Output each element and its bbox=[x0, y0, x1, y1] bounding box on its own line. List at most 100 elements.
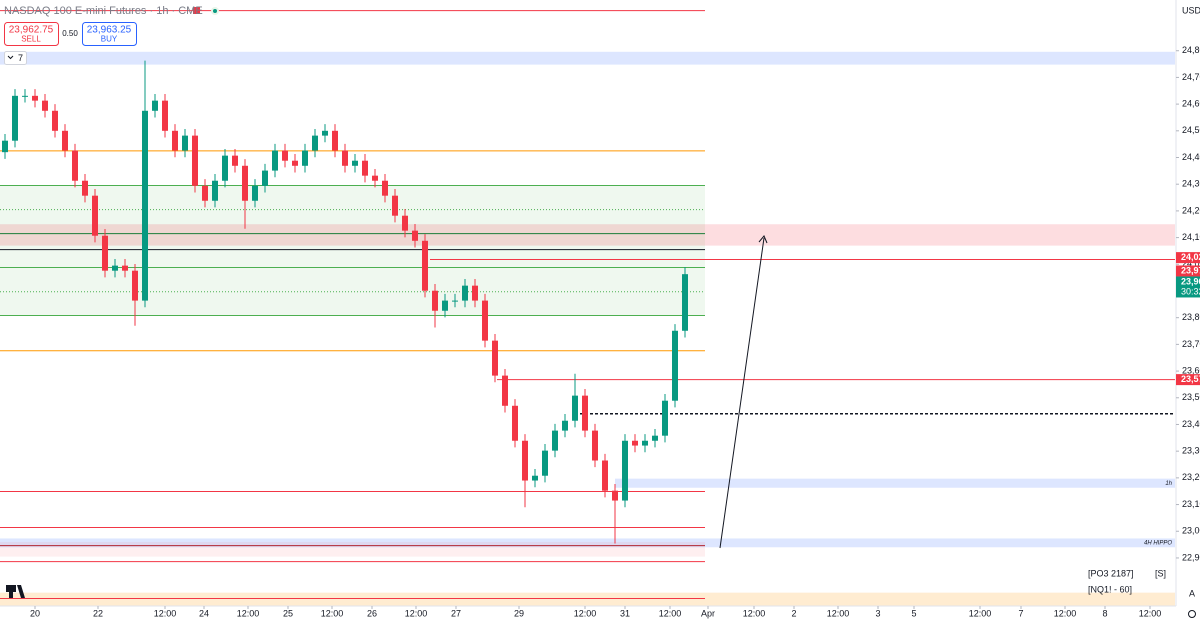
zone bbox=[0, 541, 705, 557]
x-tick-label: 31 bbox=[620, 608, 630, 618]
x-tick-label: 8 bbox=[1102, 608, 1107, 618]
candle-body bbox=[492, 340, 498, 376]
time-axis-bg bbox=[0, 606, 1200, 623]
y-tick-label: 23,600 bbox=[1182, 365, 1200, 375]
arrow-head bbox=[758, 235, 768, 244]
y-tick-label: 22,900 bbox=[1182, 552, 1200, 562]
x-tick-label: 5 bbox=[911, 608, 916, 618]
candle-body bbox=[92, 195, 98, 236]
candle-body bbox=[42, 100, 48, 111]
x-tick-label: 27 bbox=[451, 608, 461, 618]
chevron bbox=[7, 55, 14, 60]
price-tag bbox=[1176, 374, 1200, 386]
candle-body bbox=[312, 135, 318, 151]
candle-body bbox=[102, 235, 108, 271]
spread: 0.50 bbox=[62, 29, 78, 38]
zone bbox=[0, 538, 1175, 548]
candle-body bbox=[172, 130, 178, 151]
candle-body bbox=[462, 285, 468, 301]
candle-body bbox=[252, 185, 258, 201]
x-tick-label: 12:00 bbox=[574, 608, 597, 618]
candle-body bbox=[442, 300, 448, 311]
y-tick-label: 23,800 bbox=[1182, 312, 1200, 322]
indicator-toggle[interactable] bbox=[4, 51, 27, 65]
candle-body bbox=[292, 160, 298, 166]
candle-body bbox=[502, 375, 508, 406]
candle-body bbox=[302, 150, 308, 166]
x-tick-label: 24 bbox=[199, 608, 209, 618]
x-tick-label: 2 bbox=[791, 608, 796, 618]
candle-body bbox=[422, 240, 428, 291]
candle-body bbox=[452, 300, 458, 302]
x-tick-label: 12:00 bbox=[154, 608, 177, 618]
price-tag bbox=[1176, 252, 1200, 264]
sell-label: SELL bbox=[21, 35, 41, 44]
price-tag bbox=[1176, 265, 1200, 277]
zone-label: 4H HIPPO bbox=[1144, 540, 1172, 546]
candle-body bbox=[272, 150, 278, 171]
x-tick-label: Apr bbox=[701, 608, 715, 618]
level-layer bbox=[0, 10, 1175, 600]
candle-body bbox=[202, 185, 208, 201]
candle-body bbox=[592, 430, 598, 461]
candle-body bbox=[282, 150, 288, 161]
candle-body bbox=[512, 405, 518, 441]
status-dot bbox=[213, 9, 217, 13]
candle-body bbox=[152, 100, 158, 111]
buy-label: BUY bbox=[101, 35, 118, 44]
zone bbox=[0, 224, 1175, 246]
x-tick-label: 12:00 bbox=[405, 608, 428, 618]
candle-body bbox=[642, 440, 648, 446]
candle-body bbox=[2, 140, 8, 153]
x-tick-label: 12:00 bbox=[969, 608, 992, 618]
candle-body bbox=[632, 440, 638, 446]
x-tick-label: 22 bbox=[93, 608, 103, 618]
flag-icon bbox=[193, 7, 200, 14]
logo bbox=[6, 585, 25, 598]
axis-bg bbox=[1176, 0, 1200, 623]
x-tick-label: 12:00 bbox=[1139, 608, 1162, 618]
candle-body bbox=[222, 155, 228, 181]
candle-body bbox=[392, 195, 398, 216]
price-tag bbox=[1176, 276, 1200, 298]
y-tick-label: 23,100 bbox=[1182, 499, 1200, 509]
candle-layer bbox=[2, 60, 688, 544]
x-tick-label: 25 bbox=[283, 608, 293, 618]
buy-button[interactable] bbox=[82, 22, 137, 46]
x-tick-label: 12:00 bbox=[321, 608, 344, 618]
scale-mode[interactable]: A bbox=[1189, 588, 1195, 598]
candle-body bbox=[332, 130, 338, 151]
settings-icon[interactable] bbox=[1188, 610, 1196, 618]
candle-body bbox=[402, 215, 408, 231]
x-tick-label: 12:00 bbox=[237, 608, 260, 618]
candle-body bbox=[582, 395, 588, 431]
price-tag-label: 23,963 bbox=[1181, 276, 1200, 286]
x-tick-label: 20 bbox=[30, 608, 40, 618]
symbol-title: NASDAQ 100 E-mini Futures · 1h · CME bbox=[4, 5, 203, 17]
candle-body bbox=[522, 440, 528, 481]
x-tick-label: 3 bbox=[875, 608, 880, 618]
zone bbox=[615, 478, 1175, 488]
zone-label: 1h bbox=[1165, 481, 1172, 487]
candle-body bbox=[322, 130, 328, 136]
price-tag-label: 24,025 bbox=[1181, 252, 1200, 262]
candle-body bbox=[122, 265, 128, 271]
candle-body bbox=[12, 95, 18, 141]
s-label: [S] bbox=[1155, 568, 1166, 578]
candle-body bbox=[482, 300, 488, 341]
candle-body bbox=[342, 150, 348, 166]
x-tick-label: 26 bbox=[367, 608, 377, 618]
candle-body bbox=[142, 110, 148, 301]
candle-body bbox=[82, 180, 88, 196]
candle-body bbox=[622, 440, 628, 501]
candle-body bbox=[612, 490, 618, 501]
x-tick-label: 12:00 bbox=[743, 608, 766, 618]
candle-body bbox=[472, 285, 478, 301]
candle-body bbox=[652, 435, 658, 441]
candle-body bbox=[192, 135, 198, 186]
sell-button[interactable] bbox=[4, 22, 59, 46]
y-tick-label: 24,300 bbox=[1182, 179, 1200, 189]
y-tick-label: 23,000 bbox=[1182, 526, 1200, 536]
y-tick-label: 24,700 bbox=[1182, 72, 1200, 82]
y-tick-label: 24,200 bbox=[1182, 205, 1200, 215]
